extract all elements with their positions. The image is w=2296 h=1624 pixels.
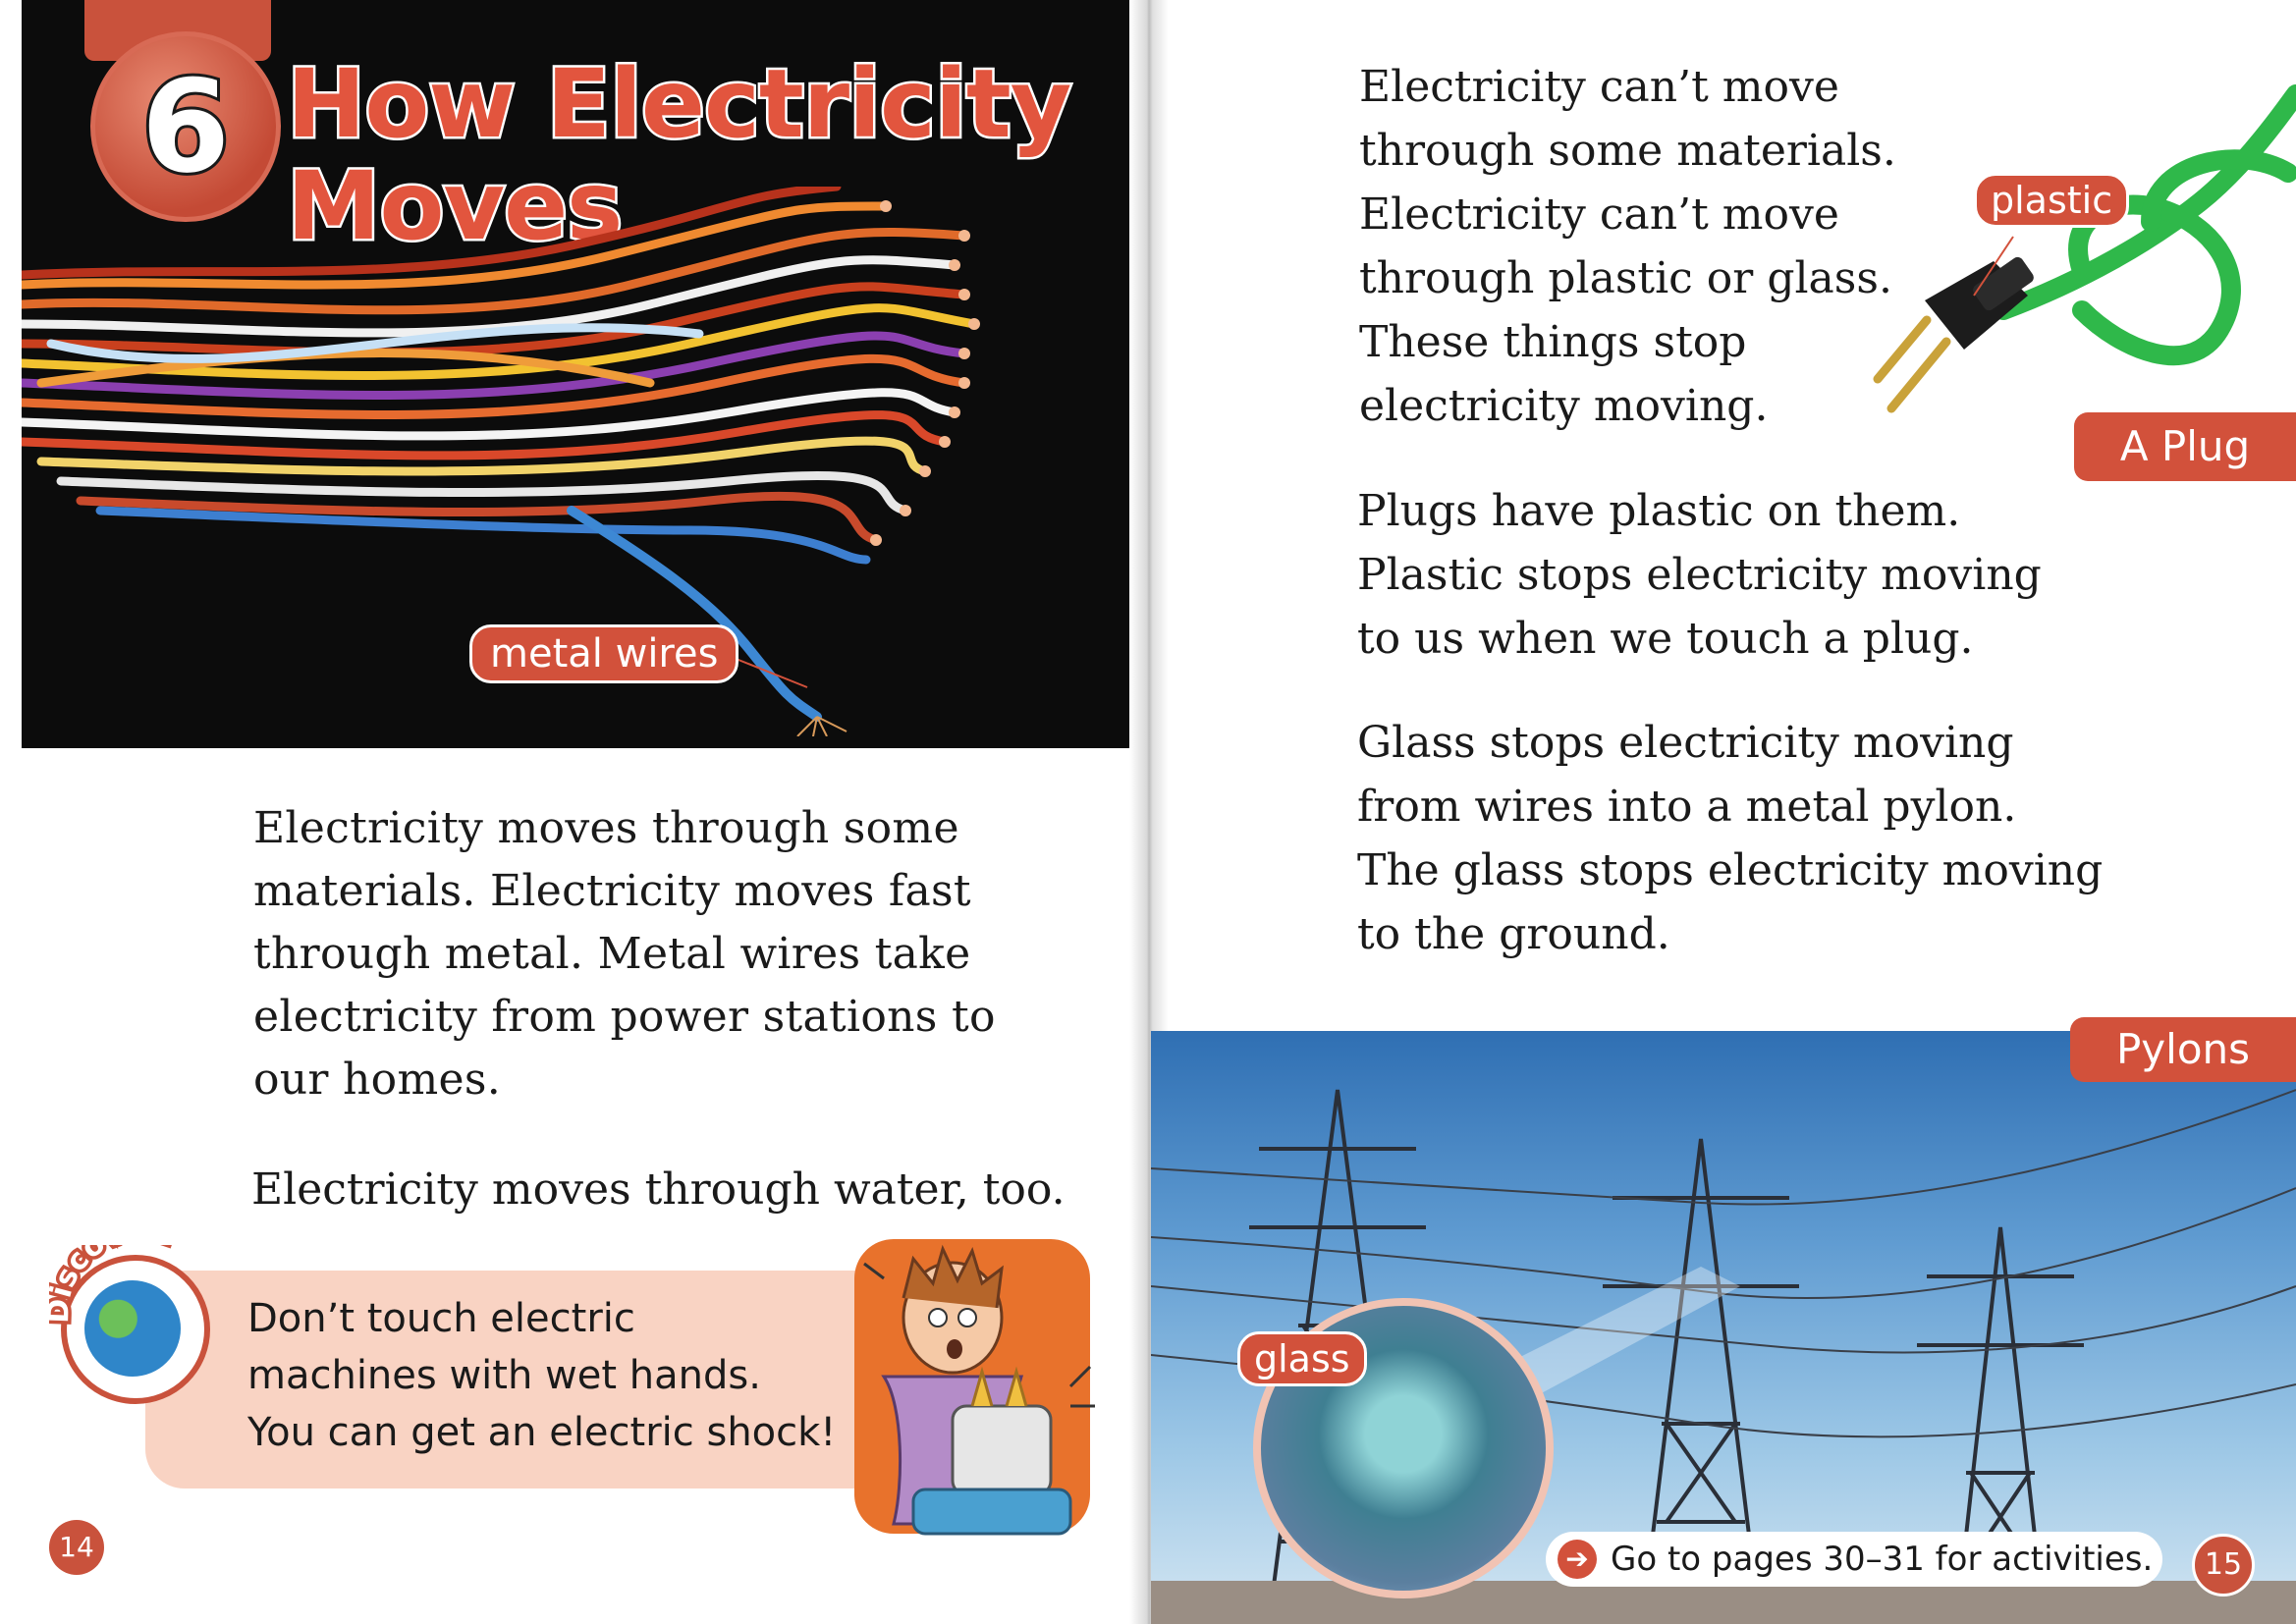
page-number-left: 14: [49, 1520, 104, 1575]
plug-caption: A Plug: [2074, 412, 2296, 481]
discover-box: [145, 1271, 892, 1489]
page-number-right: 15: [2192, 1534, 2255, 1597]
plastic-label: plastic: [1974, 173, 2130, 228]
discover-badge-text: Discover!: [49, 1245, 185, 1327]
arrow-right-icon: ➔: [1558, 1540, 1597, 1579]
boy-shock-illustration: [854, 1239, 1095, 1536]
glass-label: glass: [1237, 1331, 1367, 1386]
activity-note: ➔ Go to pages 30–31 for activities.: [1546, 1532, 2162, 1587]
left-paragraph-2: Electricity moves through water, too.: [251, 1164, 1066, 1215]
right-paragraph-3: Glass stops electricity moving from wire…: [1357, 718, 2104, 959]
chapter-number: 6: [138, 49, 233, 204]
wires-illustration: [22, 187, 980, 736]
pylons-label: Pylons: [2070, 1017, 2296, 1082]
chapter-badge: [90, 31, 281, 222]
left-paragraph-1: Electricity moves through some materials…: [253, 803, 996, 1105]
activity-note-text: Go to pages 30–31 for activities.: [1611, 1540, 2154, 1579]
plug-illustration: [1873, 84, 2296, 413]
right-paragraph-1: Electricity can’t move through some mate…: [1359, 62, 1896, 431]
globe-icon: [84, 1280, 181, 1377]
right-paragraph-2: Plugs have plastic on them. Plastic stop…: [1357, 486, 2042, 664]
discover-text: Don’t touch electric machines with wet h…: [247, 1296, 837, 1455]
metal-wires-label: metal wires: [469, 624, 739, 683]
svg-text:Discover!: Discover!: [49, 1245, 181, 1324]
chapter-title: How Electricity Moves: [285, 49, 1074, 261]
